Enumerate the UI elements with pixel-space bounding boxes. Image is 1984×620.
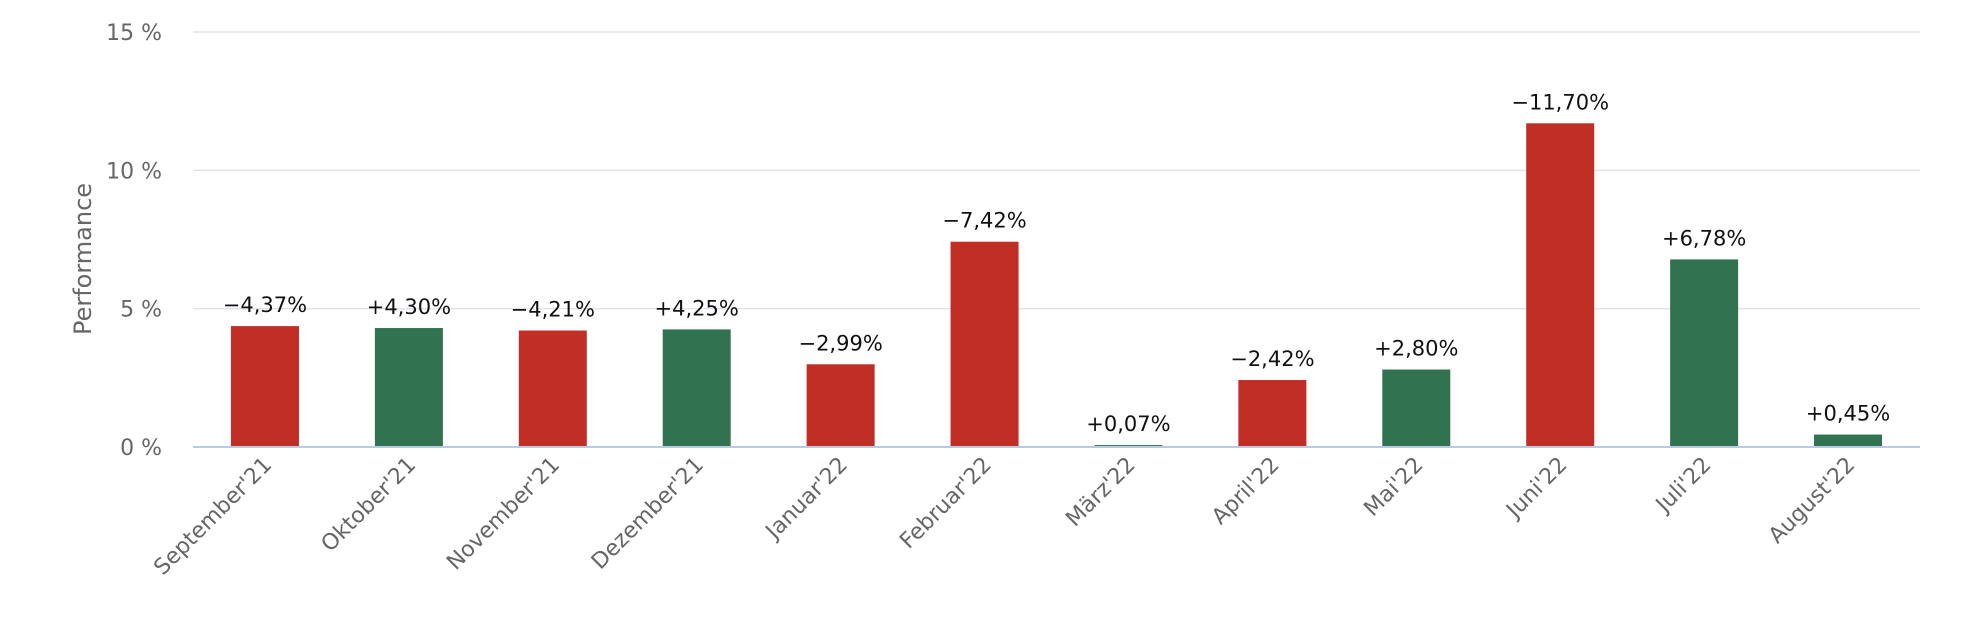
x-tick-label: August'22 (1764, 453, 1860, 549)
data-label: +2,80% (1374, 337, 1458, 361)
x-tick-label: November'21 (442, 453, 565, 576)
x-tick-label: Juli'22 (1650, 453, 1716, 519)
x-tick-label: Juni'22 (1501, 453, 1573, 525)
data-label: −4,37% (223, 293, 307, 317)
data-label: −2,42% (1230, 347, 1314, 371)
data-label: −2,99% (798, 331, 882, 355)
bar[interactable] (662, 329, 731, 447)
bar[interactable] (1238, 380, 1307, 447)
bar[interactable] (1670, 259, 1739, 447)
x-axis-ticks: September'21 Oktober'21 November'21 Dezembe… (149, 453, 1860, 581)
bar[interactable] (1526, 123, 1595, 448)
data-label: −4,21% (511, 298, 595, 322)
grid-lines (193, 31, 1920, 310)
y-tick-label: 5 % (120, 298, 162, 323)
y-tick-label: 0 % (120, 436, 162, 461)
y-axis-ticks: 0 % 5 % 10 % 15 % (106, 21, 162, 461)
y-tick-label: 15 % (106, 21, 162, 46)
data-label: +4,25% (655, 296, 739, 320)
bar[interactable] (1814, 434, 1883, 447)
bar[interactable] (806, 364, 875, 447)
data-label: +4,30% (367, 295, 451, 319)
x-tick-label: Mai'22 (1360, 453, 1429, 522)
bar[interactable] (230, 326, 299, 447)
y-tick-label: 10 % (106, 159, 162, 184)
bar[interactable] (374, 328, 443, 447)
bar[interactable] (950, 241, 1019, 447)
x-tick-label: Dezember'21 (587, 453, 709, 575)
bar[interactable] (1382, 369, 1451, 447)
data-label: −7,42% (942, 209, 1026, 233)
data-label: −11,70% (1511, 90, 1609, 114)
data-label: +0,45% (1806, 402, 1890, 426)
bar[interactable] (518, 330, 587, 447)
y-axis-label: Performance (69, 183, 97, 335)
x-tick-label: Februar'22 (895, 453, 996, 554)
data-label: +6,78% (1662, 226, 1746, 250)
x-tick-label: April'22 (1207, 453, 1284, 530)
x-tick-label: März'22 (1061, 453, 1140, 532)
data-labels: −4,37% +4,30% −4,21% +4,25% −2,99% −7,42% +0,0… (223, 90, 1890, 436)
x-tick-label: Oktober'21 (317, 453, 421, 557)
data-label: +0,07% (1086, 412, 1170, 436)
bars (230, 123, 1883, 448)
x-tick-label: Januar'22 (760, 453, 853, 546)
x-tick-label: September'21 (149, 453, 277, 581)
